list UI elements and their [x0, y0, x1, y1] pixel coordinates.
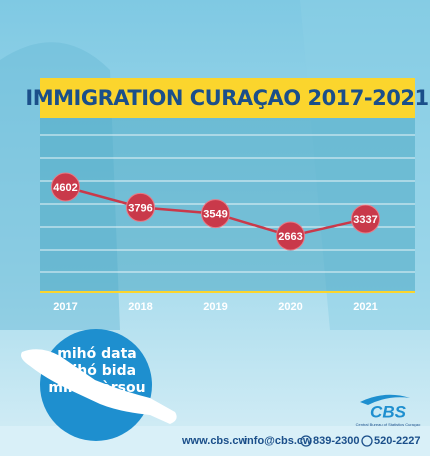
- footer-whatsapp: 520-2227: [374, 435, 421, 447]
- island-shape: [21, 349, 177, 424]
- data-point: [276, 221, 305, 251]
- slogan-line: mihó kòrsou: [48, 380, 145, 396]
- plot: 2017 2018 2019 2020 2021 4602 3796 3549 2663 3337: [51, 172, 380, 313]
- logo-wave: [360, 394, 410, 405]
- slogan-line: mihó bida: [58, 363, 136, 379]
- title-banner: [40, 78, 415, 118]
- x-tick-label: 2017: [53, 301, 77, 313]
- chart-title: IMMIGRATION CURAÇAO 2017-2021: [25, 86, 428, 110]
- grid: [40, 134, 415, 273]
- footer-website: www.cbs.cw: [181, 435, 247, 447]
- data-point: [351, 204, 380, 234]
- data-point: [51, 172, 80, 202]
- data-label: 3796: [128, 202, 152, 214]
- data-point: [201, 199, 230, 229]
- footer-phone: 839-2300: [313, 435, 360, 447]
- data-point: [126, 192, 155, 222]
- phone-icon: [300, 435, 312, 447]
- data-label: 2663: [278, 231, 302, 243]
- data-label: 4602: [53, 182, 77, 194]
- x-tick-label: 2021: [353, 301, 377, 313]
- whatsapp-icon: [361, 435, 373, 447]
- x-tick-label: 2019: [203, 301, 227, 313]
- slogan-line: mihó data: [57, 346, 136, 362]
- chart-area: [40, 118, 415, 292]
- data-label: 3337: [353, 214, 377, 226]
- data-label: 3549: [203, 209, 227, 221]
- footer-email: info@cbs.cw: [244, 435, 312, 447]
- x-tick-label: 2018: [128, 301, 152, 313]
- logo-subtitle: Central Bureau of Statistics Curaçao: [356, 422, 421, 427]
- x-tick-label: 2020: [278, 301, 302, 313]
- logo-name: CBS: [370, 402, 407, 421]
